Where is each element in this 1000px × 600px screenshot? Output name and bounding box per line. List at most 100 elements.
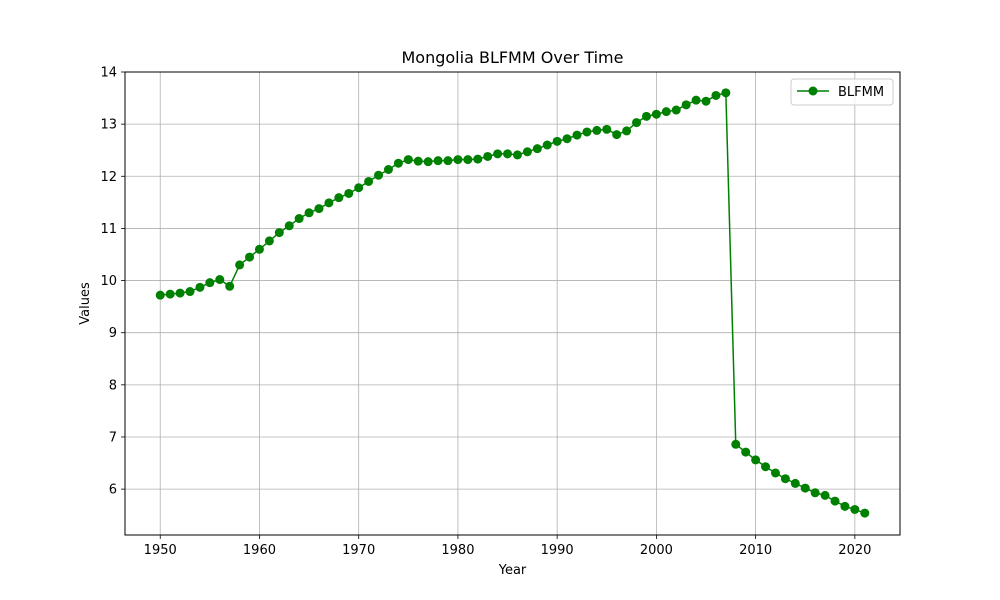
y-tick-label: 8 xyxy=(109,378,117,393)
data-point xyxy=(195,282,205,292)
legend: BLFMM xyxy=(790,78,894,106)
data-point xyxy=(493,149,503,159)
x-tick-label: 2020 xyxy=(838,543,871,558)
x-tick-label: 1950 xyxy=(144,543,177,558)
data-point xyxy=(284,221,294,231)
data-point xyxy=(830,496,840,506)
data-point xyxy=(770,468,780,478)
data-point xyxy=(641,111,651,121)
data-point xyxy=(691,95,701,105)
data-point xyxy=(215,275,225,285)
x-tick-label: 1990 xyxy=(541,543,574,558)
data-point xyxy=(205,278,215,288)
data-point xyxy=(572,130,582,140)
data-point xyxy=(731,439,741,449)
series-points xyxy=(155,88,870,518)
data-point xyxy=(532,144,542,154)
x-tick-label: 1980 xyxy=(441,543,474,558)
data-point xyxy=(622,126,632,136)
data-point xyxy=(254,244,264,254)
data-point xyxy=(810,488,820,498)
legend-marker xyxy=(808,86,818,96)
data-point xyxy=(324,198,334,208)
data-point xyxy=(850,504,860,514)
y-tick-label: 10 xyxy=(100,274,117,289)
data-point xyxy=(711,90,721,100)
data-point xyxy=(820,490,830,500)
data-point xyxy=(840,501,850,511)
data-point xyxy=(235,260,245,270)
series-line-blfmm xyxy=(160,92,866,514)
data-point xyxy=(463,155,473,165)
data-point xyxy=(165,289,175,299)
data-point xyxy=(632,118,642,128)
data-point xyxy=(761,462,771,472)
data-point xyxy=(582,127,592,137)
data-point xyxy=(512,150,522,160)
data-point xyxy=(800,483,810,493)
data-point xyxy=(552,136,562,146)
data-point xyxy=(671,105,681,115)
axis-ticks: 1950 1960 1970 1980 1990 2000 2010 2020 6 7 8 9 10 11… xyxy=(100,66,871,559)
data-point xyxy=(294,214,304,224)
data-point xyxy=(473,154,483,164)
data-point xyxy=(433,156,443,166)
y-tick-label: 6 xyxy=(109,483,117,498)
series-lines xyxy=(160,92,866,514)
data-point xyxy=(612,130,622,140)
data-point xyxy=(522,147,532,157)
data-point xyxy=(304,208,314,218)
grid-lines xyxy=(125,71,900,535)
x-tick-label: 2000 xyxy=(640,543,673,558)
data-point xyxy=(741,447,751,457)
data-point xyxy=(651,109,661,119)
y-axis-label: Values xyxy=(78,282,93,325)
data-point xyxy=(344,188,354,198)
data-point xyxy=(274,228,284,238)
chart-title: Mongolia BLFMM Over Time xyxy=(402,48,624,67)
x-tick-label: 2010 xyxy=(739,543,772,558)
data-point xyxy=(701,96,711,106)
data-point xyxy=(245,252,255,262)
x-tick-label: 1970 xyxy=(342,543,375,558)
data-point xyxy=(403,155,413,165)
data-point xyxy=(542,140,552,150)
data-point xyxy=(155,290,165,300)
data-point xyxy=(721,88,731,98)
data-point xyxy=(790,478,800,488)
data-point xyxy=(225,281,235,291)
data-point xyxy=(443,156,453,166)
data-point xyxy=(751,455,761,465)
data-point xyxy=(860,508,870,518)
data-point xyxy=(393,158,403,168)
data-point xyxy=(314,204,324,214)
data-point xyxy=(364,176,374,186)
x-tick-label: 1960 xyxy=(243,543,276,558)
legend-label: BLFMM xyxy=(838,85,884,100)
data-point xyxy=(175,288,185,298)
y-tick-label: 9 xyxy=(109,326,117,341)
y-tick-label: 7 xyxy=(109,430,117,445)
data-point xyxy=(592,125,602,135)
plot-frame xyxy=(124,71,901,536)
data-point xyxy=(780,474,790,484)
y-tick-label: 14 xyxy=(100,66,117,81)
data-point xyxy=(661,107,671,117)
data-point xyxy=(423,157,433,167)
data-point xyxy=(185,287,195,297)
data-point xyxy=(383,165,393,175)
y-tick-label: 12 xyxy=(100,170,117,185)
data-point xyxy=(354,183,364,193)
legend-box xyxy=(790,78,894,106)
data-point xyxy=(453,155,463,165)
x-axis-label: Year xyxy=(498,563,527,578)
data-point xyxy=(562,134,572,144)
data-point xyxy=(681,100,691,110)
data-point xyxy=(503,149,513,159)
y-tick-label: 13 xyxy=(100,118,117,133)
data-point xyxy=(264,236,274,246)
data-point xyxy=(334,193,344,203)
data-point xyxy=(413,156,423,166)
data-point xyxy=(483,151,493,161)
